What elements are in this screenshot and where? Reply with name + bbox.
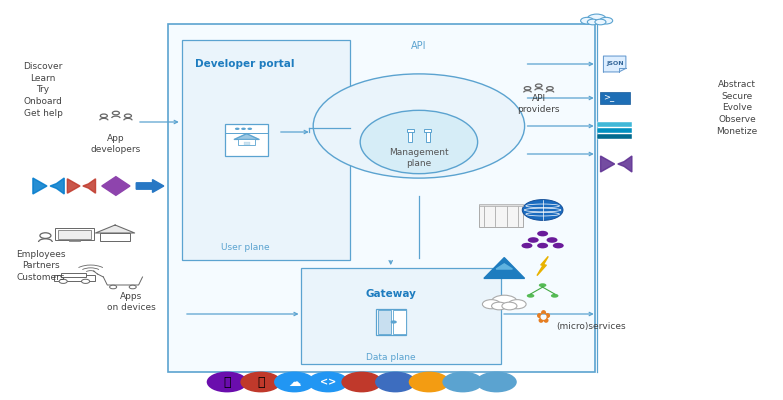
- FancyBboxPatch shape: [479, 204, 523, 206]
- Text: (micro)services: (micro)services: [557, 322, 626, 330]
- Text: API
providers: API providers: [518, 94, 560, 114]
- Circle shape: [391, 320, 397, 324]
- Polygon shape: [83, 179, 96, 193]
- Text: API: API: [411, 41, 427, 51]
- Circle shape: [341, 372, 382, 392]
- Circle shape: [502, 302, 517, 310]
- Text: Apps
on devices: Apps on devices: [107, 292, 156, 312]
- Polygon shape: [50, 178, 64, 194]
- FancyBboxPatch shape: [55, 228, 94, 240]
- Circle shape: [110, 285, 117, 289]
- FancyBboxPatch shape: [597, 128, 632, 133]
- Text: <>: <>: [320, 377, 336, 387]
- Circle shape: [508, 300, 526, 309]
- FancyBboxPatch shape: [600, 92, 630, 104]
- Text: ☁: ☁: [288, 376, 301, 388]
- Polygon shape: [601, 156, 615, 172]
- Polygon shape: [496, 264, 512, 269]
- FancyBboxPatch shape: [100, 232, 130, 241]
- Text: JSON: JSON: [606, 61, 623, 66]
- Polygon shape: [102, 177, 130, 195]
- Circle shape: [308, 372, 348, 392]
- FancyBboxPatch shape: [597, 122, 632, 127]
- Circle shape: [600, 17, 612, 24]
- Circle shape: [241, 128, 246, 130]
- Circle shape: [59, 279, 67, 284]
- Circle shape: [553, 243, 564, 248]
- FancyBboxPatch shape: [301, 268, 501, 364]
- Circle shape: [539, 283, 547, 287]
- FancyBboxPatch shape: [424, 129, 431, 132]
- FancyBboxPatch shape: [479, 205, 523, 227]
- Text: Data plane: Data plane: [366, 354, 416, 362]
- Text: Gateway: Gateway: [366, 289, 416, 299]
- FancyBboxPatch shape: [226, 124, 268, 156]
- FancyBboxPatch shape: [376, 309, 406, 335]
- FancyBboxPatch shape: [182, 40, 350, 260]
- Ellipse shape: [360, 110, 478, 174]
- Circle shape: [522, 200, 563, 220]
- Circle shape: [528, 237, 539, 243]
- Ellipse shape: [313, 74, 525, 178]
- Circle shape: [527, 294, 534, 298]
- Text: >_: >_: [603, 93, 614, 102]
- Circle shape: [375, 372, 416, 392]
- FancyBboxPatch shape: [238, 139, 255, 145]
- Circle shape: [581, 17, 594, 24]
- Polygon shape: [67, 179, 80, 193]
- Text: Discover
Learn
Try
Onboard
Get help: Discover Learn Try Onboard Get help: [23, 62, 63, 118]
- Circle shape: [247, 128, 252, 130]
- FancyBboxPatch shape: [69, 240, 80, 241]
- Text: Developer portal: Developer portal: [195, 59, 295, 69]
- FancyBboxPatch shape: [54, 275, 95, 281]
- Circle shape: [207, 372, 247, 392]
- Circle shape: [492, 302, 507, 310]
- Circle shape: [537, 231, 548, 236]
- Polygon shape: [136, 180, 164, 192]
- Polygon shape: [618, 156, 632, 172]
- FancyBboxPatch shape: [406, 129, 413, 132]
- Polygon shape: [33, 178, 47, 194]
- Circle shape: [547, 237, 557, 243]
- Text: ✿: ✿: [535, 309, 550, 327]
- FancyBboxPatch shape: [597, 134, 632, 139]
- Circle shape: [492, 295, 517, 308]
- FancyBboxPatch shape: [378, 310, 391, 334]
- Polygon shape: [484, 258, 525, 278]
- Polygon shape: [96, 225, 135, 233]
- Circle shape: [595, 19, 606, 25]
- FancyBboxPatch shape: [61, 273, 85, 278]
- Circle shape: [537, 243, 548, 248]
- FancyBboxPatch shape: [408, 130, 412, 142]
- Circle shape: [409, 372, 449, 392]
- FancyBboxPatch shape: [168, 24, 595, 372]
- Circle shape: [587, 19, 598, 25]
- Circle shape: [129, 285, 136, 289]
- Text: ⏱: ⏱: [257, 376, 265, 388]
- FancyBboxPatch shape: [393, 310, 406, 334]
- Polygon shape: [537, 256, 548, 276]
- Text: Abstract
Secure
Evolve
Observe
Monetize: Abstract Secure Evolve Observe Monetize: [716, 80, 758, 136]
- FancyBboxPatch shape: [244, 142, 250, 145]
- Text: Management
plane: Management plane: [389, 148, 449, 168]
- Circle shape: [81, 279, 89, 284]
- Text: Employees
Partners
Customers: Employees Partners Customers: [16, 250, 66, 282]
- Text: App
developers: App developers: [91, 134, 141, 154]
- Circle shape: [442, 372, 483, 392]
- Circle shape: [551, 294, 558, 298]
- Polygon shape: [234, 134, 259, 140]
- Circle shape: [274, 372, 315, 392]
- Polygon shape: [604, 56, 626, 72]
- Circle shape: [235, 128, 240, 130]
- Text: User plane: User plane: [221, 244, 269, 252]
- Circle shape: [482, 300, 500, 309]
- Circle shape: [476, 372, 517, 392]
- Circle shape: [521, 243, 532, 248]
- Text: 💡: 💡: [223, 376, 231, 388]
- FancyBboxPatch shape: [58, 230, 91, 239]
- Circle shape: [587, 14, 606, 24]
- FancyBboxPatch shape: [426, 130, 430, 142]
- Circle shape: [240, 372, 281, 392]
